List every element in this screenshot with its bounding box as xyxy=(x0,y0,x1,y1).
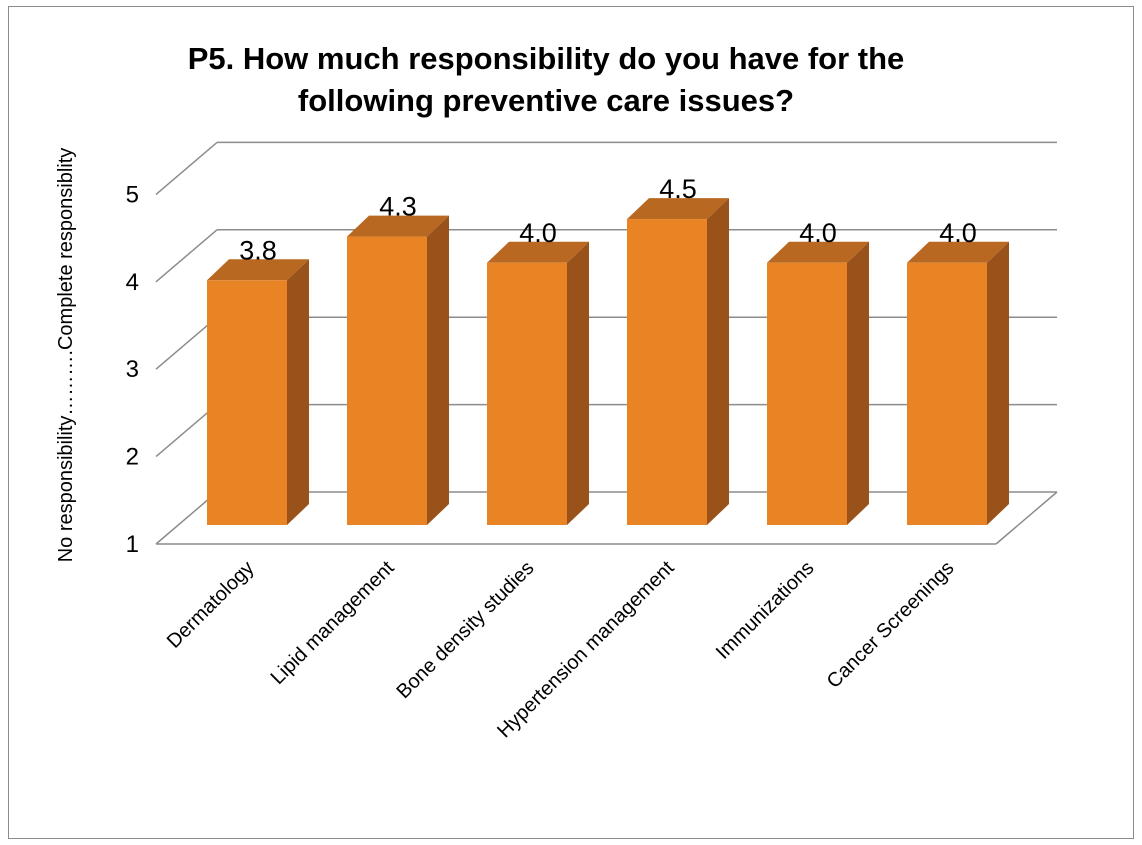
floor-right-edge xyxy=(995,491,1058,545)
gridline-side xyxy=(155,491,218,545)
bars xyxy=(207,198,1009,526)
value-label: 4.5 xyxy=(659,174,697,204)
chart-title-line-1: P5. How much responsibility do you have … xyxy=(188,41,905,76)
chart-svg: P5. How much responsibility do you have … xyxy=(55,41,1058,743)
y-tick-label: 4 xyxy=(126,269,139,296)
gridline-side xyxy=(155,141,218,195)
bar xyxy=(767,262,847,525)
bar-side xyxy=(987,241,1009,526)
value-label: 4.0 xyxy=(519,218,557,248)
bar-side xyxy=(287,259,309,525)
gridline-side xyxy=(155,229,218,283)
bar-top xyxy=(767,241,869,263)
bar-side xyxy=(847,241,869,526)
value-labels: 3.8 4.3 4.0 4.5 4.0 4.0 xyxy=(239,174,977,265)
bar-top xyxy=(207,259,309,281)
chart-frame: P5. How much responsibility do you have … xyxy=(8,6,1134,839)
bar-top xyxy=(347,215,449,237)
y-axis-label: No responsibility……….Complete responsibl… xyxy=(55,148,77,563)
x-category-label: Immunizations xyxy=(712,557,819,664)
chart-title-line-2: following preventive care issues? xyxy=(298,83,794,118)
x-category-label: Dermatology xyxy=(163,557,259,653)
gridline-side xyxy=(155,404,218,458)
gridline-side xyxy=(155,316,218,370)
bar xyxy=(347,236,427,525)
bar-top xyxy=(627,198,729,220)
y-tick-label: 1 xyxy=(126,531,139,558)
bar-side xyxy=(567,241,589,526)
value-label: 4.0 xyxy=(939,218,977,248)
y-tick-label: 2 xyxy=(126,444,139,471)
bar xyxy=(627,219,707,525)
y-tick-label: 3 xyxy=(126,356,139,383)
bar-side xyxy=(427,215,449,525)
value-label: 4.3 xyxy=(379,192,417,222)
bar xyxy=(487,262,567,525)
bar-side xyxy=(707,198,729,525)
y-tick-label: 5 xyxy=(126,181,139,208)
x-category-label: Lipid management xyxy=(267,557,399,689)
value-label: 4.0 xyxy=(799,218,837,248)
bar-top xyxy=(907,241,1009,263)
bar xyxy=(907,262,987,525)
value-label: 3.8 xyxy=(239,235,277,265)
x-category-label: Bone density studies xyxy=(392,557,538,703)
bar xyxy=(207,280,287,525)
y-tick-labels: 1 2 3 4 5 xyxy=(126,181,139,558)
bar-top xyxy=(487,241,589,263)
x-category-label: Cancer Screenings xyxy=(823,557,959,693)
